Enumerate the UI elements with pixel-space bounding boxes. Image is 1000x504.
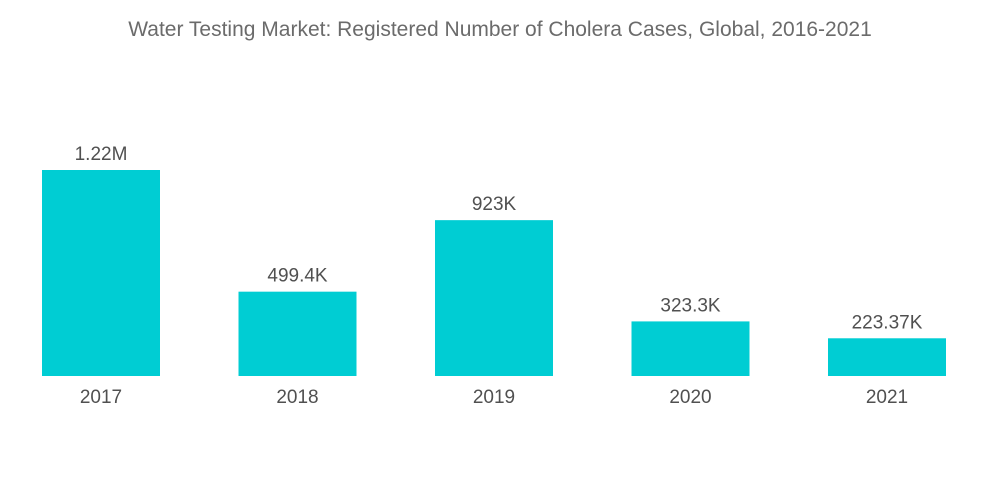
x-tick-label-2018: 2018 [276,387,318,408]
chart-title: Water Testing Market: Registered Number … [128,18,872,41]
x-tick-label-2019: 2019 [473,387,515,408]
x-tick-label-2020: 2020 [669,387,711,408]
x-tick-label-2017: 2017 [80,387,122,408]
x-tick-label-2021: 2021 [866,387,908,408]
data-label-2018: 499.4K [267,266,328,287]
bar-2019 [435,220,553,376]
bar-2017 [42,170,160,376]
bar-2018 [238,291,357,376]
data-label-2019: 923K [472,194,517,215]
data-label-2021: 223.37K [852,312,923,333]
data-label-2020: 323.3K [660,295,721,316]
bar-2021 [828,338,946,376]
data-label-2017: 1.22M [75,144,128,165]
bar-2020 [631,321,750,376]
